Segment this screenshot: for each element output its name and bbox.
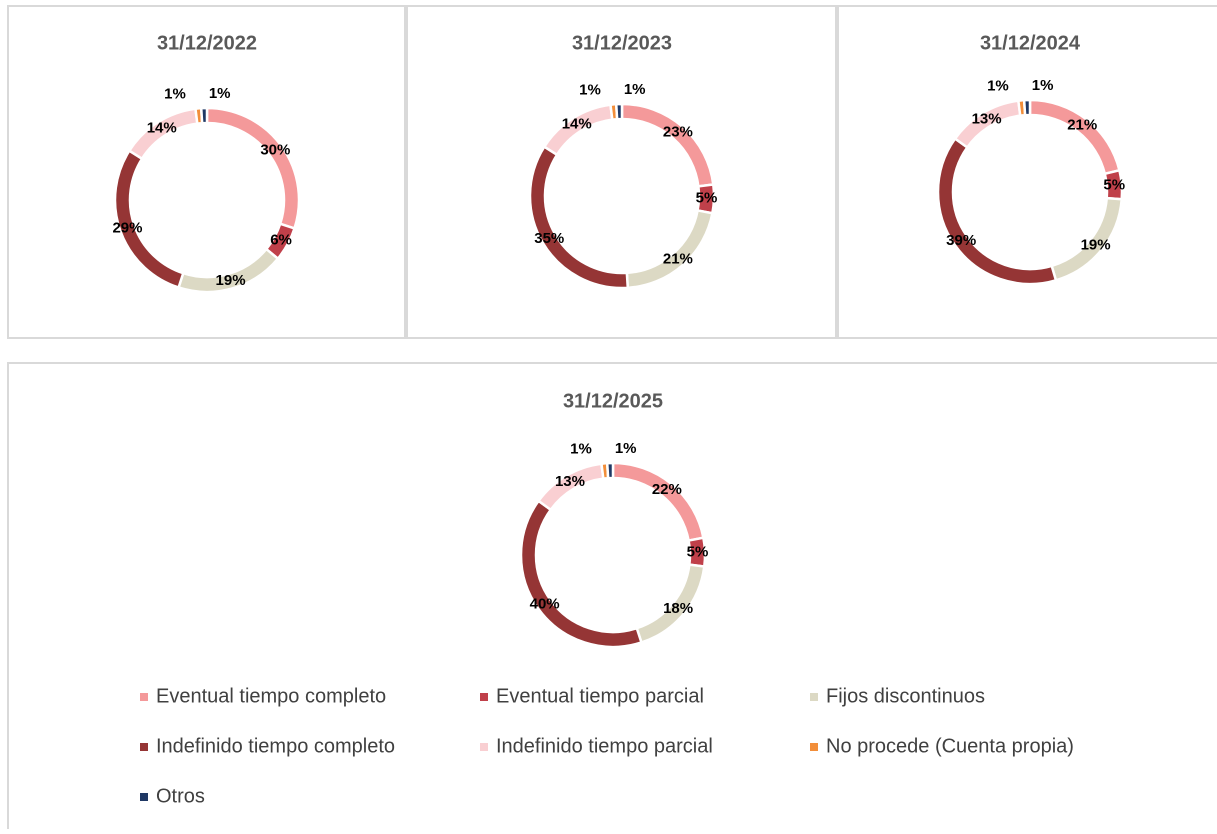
data-label: 1% [570, 440, 592, 457]
donut-segment [1028, 98, 1121, 176]
legend-label: Fijos discontinuos [826, 685, 985, 707]
data-label: 18% [663, 600, 693, 617]
data-label: 22% [652, 481, 682, 498]
data-label: 1% [1032, 77, 1054, 94]
legend-label: Eventual tiempo completo [156, 685, 386, 707]
data-label: 1% [615, 440, 637, 457]
legend-swatch [810, 743, 818, 751]
legend-swatch [140, 743, 148, 751]
data-label: 19% [1081, 236, 1111, 253]
data-label: 21% [663, 250, 693, 267]
panel [837, 5, 1217, 339]
panel [7, 362, 1217, 834]
legend-label: Indefinido tiempo completo [156, 735, 395, 757]
legend-label: Otros [156, 785, 205, 807]
donut-segment [936, 136, 1058, 286]
data-label: 1% [164, 85, 186, 102]
data-label: 13% [972, 110, 1002, 127]
data-label: 30% [260, 141, 290, 158]
legend-label: Indefinido tiempo parcial [496, 735, 713, 757]
data-label: 1% [579, 81, 601, 98]
data-label: 29% [112, 220, 142, 237]
data-label: 13% [555, 473, 585, 490]
legend-swatch [480, 693, 488, 701]
data-label: 5% [1103, 176, 1125, 193]
donut-segment [199, 106, 209, 125]
donut-segment [519, 499, 644, 649]
donut-segment [205, 106, 301, 231]
donut-segment [620, 102, 715, 188]
panel [7, 5, 406, 339]
data-label: 14% [147, 120, 177, 137]
data-label: 40% [530, 596, 560, 613]
chart-title: 31/12/2022 [157, 32, 257, 54]
data-label: 5% [687, 543, 709, 560]
legend-swatch [140, 693, 148, 701]
data-label: 21% [1067, 117, 1097, 134]
legend-label: Eventual tiempo parcial [496, 685, 704, 707]
donut-segment [528, 144, 630, 290]
panel [406, 5, 837, 339]
legend-swatch [810, 693, 818, 701]
chart-title: 31/12/2024 [980, 32, 1081, 54]
data-label: 35% [534, 230, 564, 247]
legend-label: No procede (Cuenta propia) [826, 735, 1074, 757]
legend-swatch [140, 793, 148, 801]
data-label: 14% [562, 116, 592, 133]
data-label: 5% [696, 190, 718, 207]
data-label: 6% [270, 232, 292, 249]
donut-segment [611, 461, 705, 543]
data-label: 23% [663, 124, 693, 141]
legend-swatch [480, 743, 488, 751]
data-label: 19% [216, 272, 246, 289]
donut-segment [614, 102, 624, 121]
donut-segment [1022, 98, 1032, 117]
donut-segment [625, 208, 714, 290]
chart-title: 31/12/2025 [563, 390, 663, 412]
data-label: 39% [946, 232, 976, 249]
chart-title: 31/12/2023 [572, 32, 672, 54]
data-label: 1% [987, 77, 1009, 94]
data-label: 1% [624, 81, 646, 98]
data-label: 1% [209, 85, 231, 102]
donut-segment [605, 461, 615, 480]
